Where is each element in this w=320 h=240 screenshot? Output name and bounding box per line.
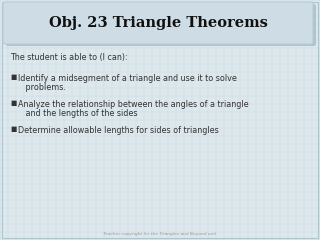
Text: Obj. 23 Triangle Theorems: Obj. 23 Triangle Theorems <box>49 16 268 30</box>
Text: ■: ■ <box>10 126 16 132</box>
Text: The student is able to (I can):: The student is able to (I can): <box>10 53 128 62</box>
Text: Determine allowable lengths for sides of triangles: Determine allowable lengths for sides of… <box>18 126 219 135</box>
FancyBboxPatch shape <box>3 2 313 44</box>
Text: Analyze the relationship between the angles of a triangle: Analyze the relationship between the ang… <box>18 100 249 109</box>
Text: ■: ■ <box>10 100 16 106</box>
Text: Identify a midsegment of a triangle and use it to solve: Identify a midsegment of a triangle and … <box>18 74 237 83</box>
Text: problems.: problems. <box>18 83 66 92</box>
Text: and the lengths of the sides: and the lengths of the sides <box>18 109 138 118</box>
FancyBboxPatch shape <box>6 4 316 46</box>
Text: ■: ■ <box>10 74 16 80</box>
Text: Teacher copyright for the Triangles and Beyond unit: Teacher copyright for the Triangles and … <box>103 232 217 236</box>
